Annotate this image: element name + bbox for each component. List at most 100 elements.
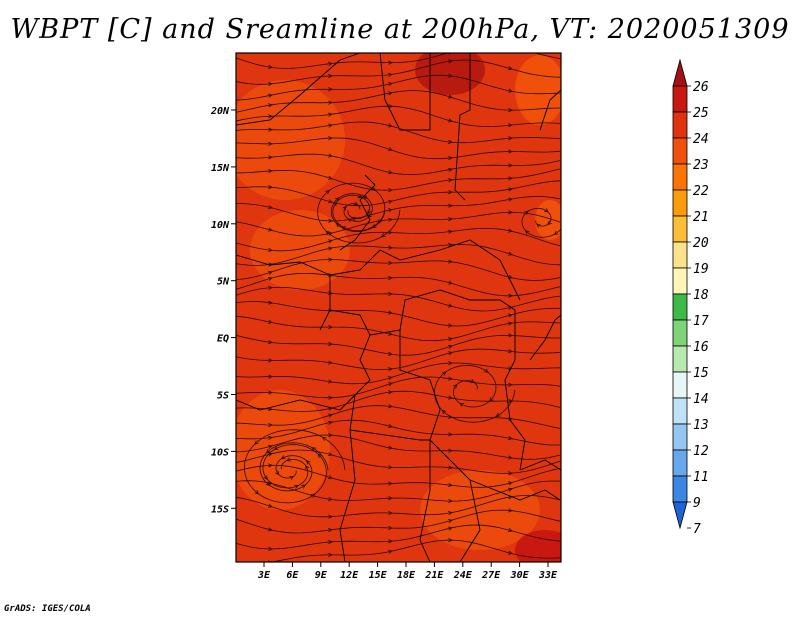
streamline-arrow: [328, 496, 333, 502]
lat-label: 20N: [210, 106, 230, 117]
colorbar-segment: [672, 241, 688, 269]
streamline-arrow: [448, 156, 453, 161]
streamline-arrow: [508, 210, 513, 215]
streamline-arrow: [388, 445, 393, 450]
streamline-arrow: [388, 404, 393, 409]
streamline-arrow: [268, 155, 273, 160]
streamline: [236, 449, 561, 474]
streamline-arrow: [448, 526, 453, 531]
streamline-arrow: [508, 349, 513, 354]
streamline: [236, 53, 561, 69]
streamline-arrow: [267, 276, 273, 281]
lon-label: 21E: [424, 570, 444, 581]
lat-label: 15S: [211, 504, 229, 515]
streamline-arrow: [388, 331, 393, 336]
streamline-arrow: [448, 511, 453, 516]
streamline-arrow: [388, 275, 393, 281]
streamline-arrow: [275, 470, 280, 476]
streamline-arrow: [301, 484, 307, 489]
colorbar-label: 7: [693, 522, 701, 537]
streamline-arrow: [380, 233, 386, 238]
colorbar-label: 12: [693, 444, 709, 459]
streamline-arrow: [388, 199, 393, 204]
lon-label: 18E: [397, 570, 416, 581]
lat-label: 5N: [217, 277, 230, 288]
streamline-arrow: [387, 147, 393, 152]
streamline-arrow: [280, 455, 286, 460]
colorbar-segment: [672, 293, 688, 321]
streamline: [236, 301, 560, 327]
streamline-arrow: [305, 459, 311, 465]
streamline-arrow: [327, 413, 333, 418]
lat-label: 10N: [211, 220, 230, 231]
streamline-arrow: [447, 280, 453, 285]
lat-label: EQ: [217, 334, 229, 345]
streamline-arrow: [254, 440, 259, 445]
colorbar-bottom-arrow: [672, 501, 688, 530]
streamline-arrow: [328, 87, 333, 92]
streamline-arrow: [328, 360, 333, 365]
streamline-arrow: [388, 390, 393, 395]
streamline-arrow: [268, 93, 273, 98]
streamline-arrow: [507, 251, 513, 256]
streamline-arrow: [524, 210, 529, 215]
streamline-arrow: [328, 341, 333, 347]
streamline-arrow: [507, 313, 513, 318]
streamline-arrow: [448, 376, 453, 381]
streamline: [236, 228, 561, 252]
streamline-arrow: [524, 229, 530, 235]
streamline-arrow: [328, 112, 333, 117]
light-patch: [535, 200, 561, 240]
streamline: [259, 442, 329, 492]
streamline-arrow: [388, 260, 393, 266]
lon-label: 12E: [340, 570, 359, 581]
streamline-arrow: [268, 285, 273, 290]
streamline-arrow: [265, 448, 271, 454]
colorbar-segment: [672, 267, 688, 295]
streamline-arrow: [508, 321, 513, 326]
streamline-arrow: [508, 333, 513, 338]
streamline-arrow: [321, 436, 327, 441]
streamline-arrow: [268, 81, 273, 87]
streamline-arrow: [254, 490, 260, 495]
streamline: [236, 105, 561, 127]
streamline-arrow: [388, 525, 393, 531]
dark-patch: [415, 53, 485, 95]
streamline-arrow: [328, 257, 333, 262]
streamline-arrow: [448, 217, 453, 222]
colorbar-segment: [672, 85, 688, 113]
streamline-arrow: [448, 178, 453, 183]
map-title: WBPT [C] and Sreamline at 200hPa, VT: 20…: [10, 14, 790, 45]
streamline: [236, 315, 561, 342]
streamline-arrow: [388, 72, 393, 77]
streamline-arrow: [268, 64, 273, 70]
streamline-arrow: [448, 395, 453, 400]
streamline: [236, 180, 561, 207]
streamline-arrow: [327, 239, 333, 244]
streamline-arrow: [507, 550, 513, 555]
streamline-arrow: [388, 291, 393, 297]
streamline-arrow: [311, 447, 317, 452]
streamline-arrow: [388, 170, 393, 175]
streamline-arrow: [448, 538, 453, 543]
streamline-arrow: [388, 188, 393, 193]
streamline-arrow: [328, 123, 333, 128]
streamline-arrow: [448, 139, 453, 144]
streamline-arrow: [441, 409, 447, 415]
streamline-arrow: [263, 475, 268, 481]
streamline-arrow: [328, 552, 333, 557]
streamline-arrow: [388, 104, 393, 109]
lat-label: 10S: [211, 447, 229, 458]
colorbar-label: 13: [693, 418, 709, 433]
streamline-arrow: [447, 118, 453, 123]
streamline-arrow: [448, 482, 453, 488]
streamline-arrow: [268, 114, 273, 119]
streamline: [236, 434, 561, 460]
streamline-arrow: [388, 82, 393, 87]
streamline-arrow: [448, 73, 453, 78]
colorbar-label: 9: [693, 496, 701, 511]
colorbar-label: 25: [693, 106, 709, 121]
streamline-arrow: [342, 205, 347, 211]
streamline-arrow: [508, 382, 513, 387]
